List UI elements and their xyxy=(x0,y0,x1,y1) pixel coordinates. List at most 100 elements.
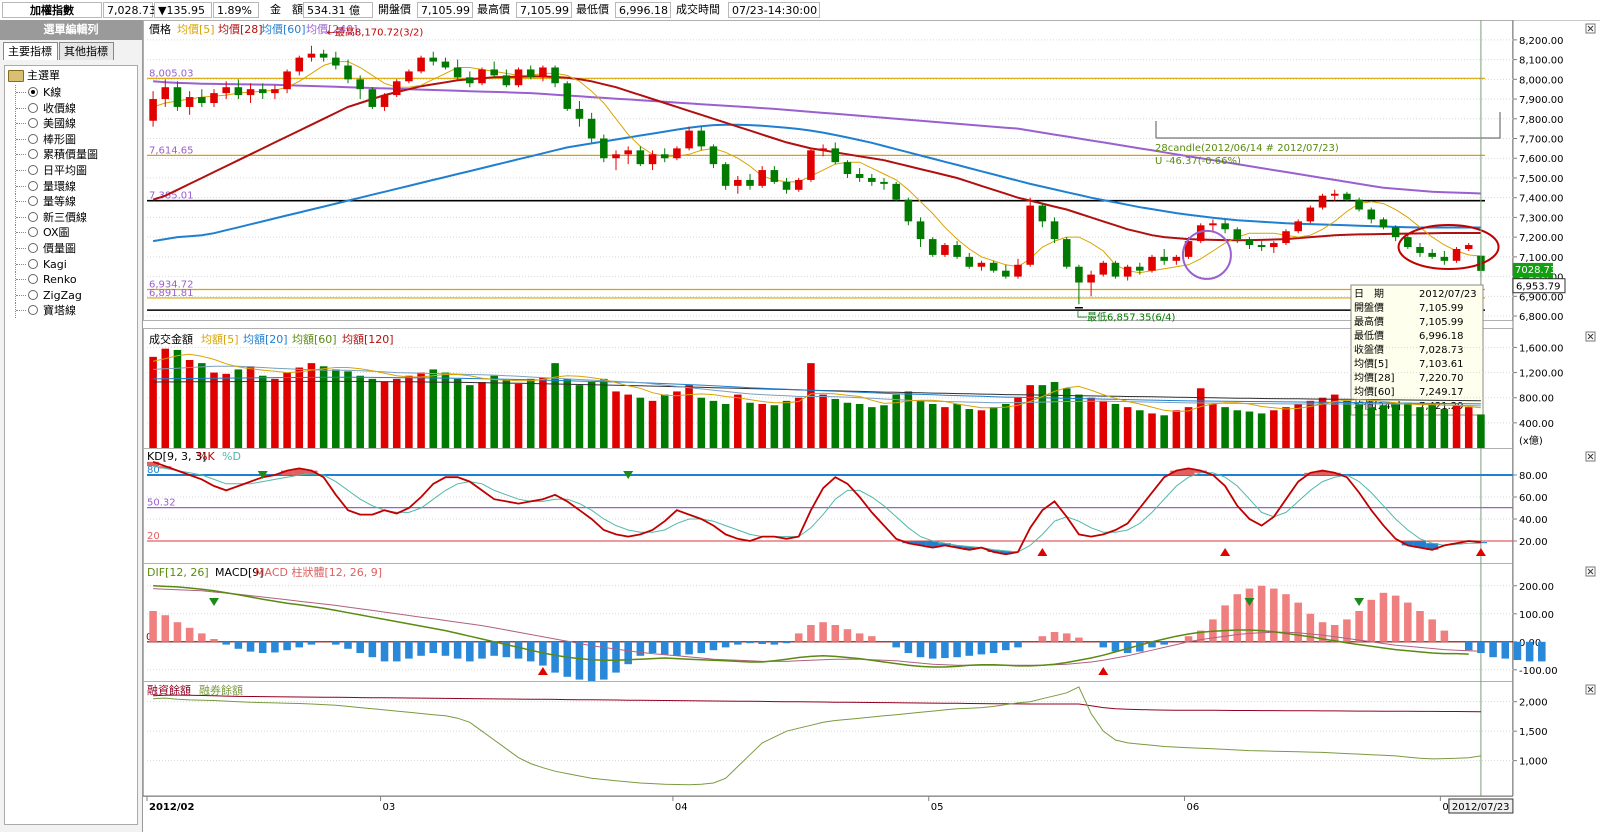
kd-panel xyxy=(143,448,1513,564)
candle xyxy=(1355,199,1363,210)
info-box-value: 6,996.18 xyxy=(1419,331,1464,342)
radio-icon[interactable] xyxy=(28,149,38,160)
volume-bar xyxy=(941,407,949,448)
macd-histogram-bar xyxy=(1002,641,1010,651)
candle xyxy=(380,95,389,107)
ma5-line xyxy=(152,61,1481,274)
macd-histogram-bar xyxy=(514,641,523,659)
volume-bar xyxy=(587,382,596,448)
arrow-up-icon xyxy=(1037,548,1048,556)
macd-histogram-bar xyxy=(819,622,827,642)
reference-line-label: 8,005.03 xyxy=(149,68,194,79)
candle xyxy=(831,148,840,163)
y-tick-label: 7,600.00 xyxy=(1519,154,1564,165)
macd-histogram-bar xyxy=(234,641,243,649)
candle-range-label: 28candle(2012/06/14 # 2012/07/23) xyxy=(1155,143,1339,154)
candle xyxy=(697,130,706,147)
volume-bar xyxy=(1014,397,1022,448)
radio-icon[interactable] xyxy=(28,243,38,253)
candle xyxy=(526,69,535,78)
volume-bar xyxy=(1123,407,1132,448)
macd-histogram-bar xyxy=(198,633,206,642)
macd-histogram-bar xyxy=(916,641,925,658)
info-box-value: 7,105.99 xyxy=(1419,317,1464,328)
tab-other-indicators[interactable]: 其他指標 xyxy=(59,42,114,60)
volume-bar xyxy=(734,394,742,448)
info-box-label: 均價[5] xyxy=(1354,357,1388,370)
index-value: 7,028.73 xyxy=(103,2,156,18)
radio-icon[interactable] xyxy=(28,165,38,175)
chart-canvas[interactable]: 8,200.00 8,100.00 8,000.00 7,900.00 7,800.00… xyxy=(143,20,1600,832)
radio-icon[interactable] xyxy=(28,87,38,97)
radio-icon[interactable] xyxy=(28,118,38,129)
y-tick-label: 1,200.00 xyxy=(1519,369,1564,380)
volume-bar xyxy=(210,372,218,448)
macd-histogram-bar xyxy=(843,629,852,642)
volume-bar xyxy=(1355,404,1363,448)
volume-bar xyxy=(1050,382,1059,448)
volume-bar xyxy=(319,366,328,448)
margin-long-line xyxy=(153,694,1481,713)
volume-bar xyxy=(551,363,559,448)
macd-histogram-bar xyxy=(222,641,230,645)
candle xyxy=(198,97,206,103)
radio-icon[interactable] xyxy=(28,305,38,316)
volume-bar xyxy=(161,348,170,448)
candle xyxy=(1391,227,1400,238)
candle xyxy=(1123,266,1132,277)
candle xyxy=(307,53,316,58)
radio-icon[interactable] xyxy=(28,211,38,222)
close-icon xyxy=(1587,686,1594,693)
candle xyxy=(1111,262,1120,277)
radio-icon[interactable] xyxy=(28,102,38,113)
margin-legend-item: 融券餘額 xyxy=(199,683,243,697)
menu-item-label: 新三價線 xyxy=(43,210,87,224)
macd-histogram-bar xyxy=(685,641,693,655)
y-tick-label: 7,500.00 xyxy=(1519,174,1564,185)
radio-icon[interactable] xyxy=(28,227,38,238)
macd-histogram-bar xyxy=(283,641,291,651)
radio-icon[interactable] xyxy=(28,258,38,269)
index-name[interactable]: 加權指數 xyxy=(2,2,102,18)
y-tick-label: -100.00 xyxy=(1519,666,1558,677)
tab-main-indicators[interactable]: 主要指標 xyxy=(3,42,58,60)
y-tick-label: 7,900.00 xyxy=(1519,95,1564,106)
candle xyxy=(319,53,328,58)
radio-icon[interactable] xyxy=(28,180,38,191)
candle xyxy=(332,57,340,66)
menu-item-label: 棒形圖 xyxy=(43,132,76,146)
volume-bar xyxy=(1416,407,1424,448)
candle xyxy=(758,170,766,186)
volume-bar xyxy=(1440,409,1449,448)
cursor-date-tag xyxy=(1448,798,1514,814)
candle xyxy=(466,77,474,84)
volume-bar xyxy=(1184,407,1193,448)
candle xyxy=(295,57,304,72)
candle xyxy=(149,99,157,121)
candle xyxy=(1062,239,1071,267)
candle xyxy=(1148,256,1156,271)
macd-histogram-bar xyxy=(453,641,462,659)
price-panel xyxy=(143,20,1513,321)
macd-histogram-bar xyxy=(332,641,340,645)
macd-histogram-bar xyxy=(1355,611,1363,642)
macd-histogram-bar xyxy=(258,641,267,653)
kd-reference-label: 50.32 xyxy=(147,498,176,509)
tree-root[interactable]: 主選單 xyxy=(8,69,60,83)
candle xyxy=(1245,239,1254,246)
info-box-value: 7,028.73 xyxy=(1419,345,1464,356)
chart-area[interactable]: 8,200.00 8,100.00 8,000.00 7,900.00 7,800.00… xyxy=(143,20,1600,832)
radio-icon[interactable] xyxy=(28,289,38,300)
radio-icon[interactable] xyxy=(28,133,38,144)
volume-bar xyxy=(758,404,766,448)
tree-connector xyxy=(15,209,28,225)
radio-icon[interactable] xyxy=(28,274,38,285)
volume-bar xyxy=(466,385,474,448)
macd-histogram-bar xyxy=(1282,594,1290,642)
menu-sidebar: 選單編輯列 主要指標 其他指標 主選單 K線 收價線 美國線 棒形圖 累積價量圖 日平均圖… xyxy=(0,20,143,832)
y-tick-label: 7,100.00 xyxy=(1519,253,1564,264)
volume-legend-item: 成交金額 xyxy=(149,332,193,346)
x-tick-label: 2012/02 xyxy=(149,802,194,813)
radio-icon[interactable] xyxy=(28,196,38,207)
tree-connector xyxy=(15,303,28,319)
